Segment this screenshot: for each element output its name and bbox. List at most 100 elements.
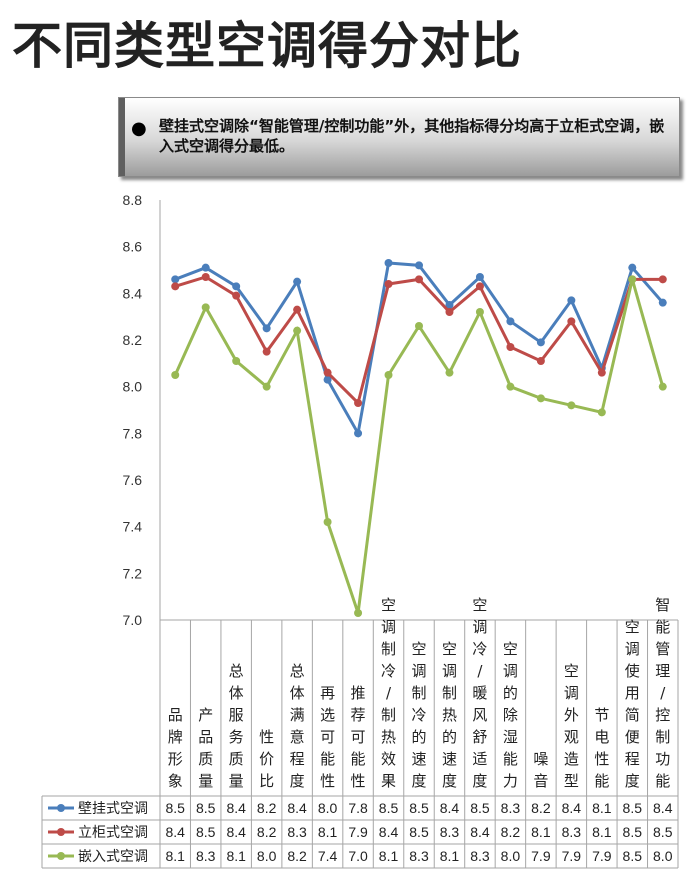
legend-marker	[57, 852, 65, 860]
x-category-label: 空调制热的速度	[442, 640, 457, 790]
table-cell-value: 8.0	[501, 848, 521, 864]
data-point	[506, 343, 515, 351]
table-cell-value: 8.0	[257, 848, 277, 864]
data-point	[536, 338, 545, 347]
data-point	[354, 399, 363, 407]
data-point	[232, 291, 241, 300]
data-point	[415, 275, 423, 284]
x-category-label: 空调外观造型	[564, 662, 579, 790]
y-tick-label: 7.2	[123, 565, 143, 581]
legend-label: 壁挂式空调	[78, 801, 148, 817]
page-title: 不同类型空调得分对比	[12, 17, 522, 75]
x-category-label: 智能管理/控制功能	[655, 596, 670, 790]
table-cell-value: 8.0	[318, 800, 338, 816]
data-point	[415, 261, 423, 270]
data-point	[293, 305, 302, 314]
table-cell-value: 8.5	[196, 800, 216, 816]
table-cell-value: 8.5	[166, 800, 186, 816]
table-cell-value: 8.1	[379, 848, 399, 864]
data-point	[262, 382, 271, 391]
data-point	[201, 303, 210, 312]
table-cell-value: 8.2	[257, 824, 277, 840]
table-cell-value: 8.3	[409, 848, 429, 864]
data-point	[171, 371, 180, 379]
data-point	[262, 347, 271, 356]
summary-callout: ● 壁挂式空调除“智能管理/控制功能”外，其他指标得分均高于立柜式空调，嵌入式空…	[118, 97, 680, 177]
data-point	[506, 382, 515, 391]
table-cell-value: 8.1	[166, 848, 186, 864]
callout-accent-bar	[119, 98, 125, 176]
x-category-label: 空调使用简便程度	[625, 618, 640, 790]
table-cell-value: 8.3	[562, 824, 582, 840]
callout-text: 壁挂式空调除“智能管理/控制功能”外，其他指标得分均高于立柜式空调，嵌入式空调得…	[159, 117, 665, 155]
table-cell-value: 7.9	[348, 824, 368, 840]
table-cell-value: 8.4	[226, 800, 246, 816]
x-category-label: 总体满意程度	[290, 662, 305, 790]
data-point	[567, 296, 576, 305]
data-point	[232, 357, 241, 365]
table-cell-value: 8.4	[287, 800, 307, 816]
data-point	[658, 275, 667, 284]
data-point	[171, 282, 180, 291]
table-cell-value: 8.3	[440, 824, 460, 840]
table-cell-value: 8.3	[470, 848, 490, 864]
table-cell-value: 8.4	[440, 800, 460, 816]
table-cell-value: 8.3	[501, 800, 521, 816]
data-point	[475, 308, 484, 316]
data-point	[171, 275, 180, 284]
table-cell-value: 8.5	[623, 848, 643, 864]
table-cell-value: 8.5	[196, 824, 216, 840]
x-category-label: 推荐可能性	[351, 684, 366, 790]
x-category-label: 再选可能性	[320, 684, 335, 790]
bullet-icon: ●	[131, 118, 147, 139]
data-point	[384, 371, 393, 379]
x-category-label: 噪音	[533, 750, 548, 790]
data-point	[658, 382, 667, 391]
data-point	[323, 518, 332, 526]
data-point	[262, 324, 271, 333]
data-point	[658, 298, 667, 307]
table-cell-value: 7.9	[562, 848, 582, 864]
data-point	[293, 326, 302, 335]
table-cell-value: 8.2	[257, 800, 277, 816]
data-point	[354, 609, 363, 617]
table-cell-value: 8.5	[653, 824, 673, 840]
data-point	[201, 263, 210, 272]
table-cell-value: 8.5	[409, 824, 429, 840]
table-cell-value: 8.1	[592, 800, 612, 816]
table-cell-value: 8.1	[440, 848, 460, 864]
table-cell-value: 7.9	[531, 848, 551, 864]
table-cell-value: 8.1	[226, 848, 246, 864]
table-cell-value: 7.0	[348, 848, 368, 864]
x-category-label: 空调制冷/制热效果	[381, 596, 396, 790]
data-point	[384, 280, 393, 288]
data-point	[628, 263, 637, 272]
data-point	[475, 282, 484, 291]
table-cell-value: 8.4	[166, 824, 186, 840]
data-point	[323, 375, 332, 384]
data-point	[415, 322, 423, 330]
y-tick-label: 8.0	[123, 379, 143, 395]
table-cell-value: 8.4	[226, 824, 246, 840]
table-cell-value: 8.2	[287, 848, 307, 864]
table-cell-value: 8.1	[592, 824, 612, 840]
y-tick-label: 8.2	[123, 332, 143, 348]
table-cell-value: 8.4	[470, 824, 490, 840]
y-tick-label: 8.4	[123, 285, 143, 301]
table-cell-value: 8.0	[653, 848, 673, 864]
x-category-label: 空调的除湿能力	[503, 640, 518, 790]
table-cell-value: 8.4	[379, 824, 399, 840]
legend-label: 立柜式空调	[78, 825, 148, 841]
data-point	[567, 317, 576, 326]
data-point	[536, 394, 545, 403]
data-point	[445, 368, 454, 377]
data-point	[293, 277, 302, 286]
y-tick-label: 7.8	[123, 425, 143, 441]
table-cell-value: 8.3	[196, 848, 216, 864]
x-category-label: 性价比	[259, 728, 274, 790]
table-cell-value: 8.5	[409, 800, 429, 816]
data-point	[597, 408, 606, 417]
data-point	[445, 308, 454, 316]
table-cell-value: 8.4	[562, 800, 582, 816]
